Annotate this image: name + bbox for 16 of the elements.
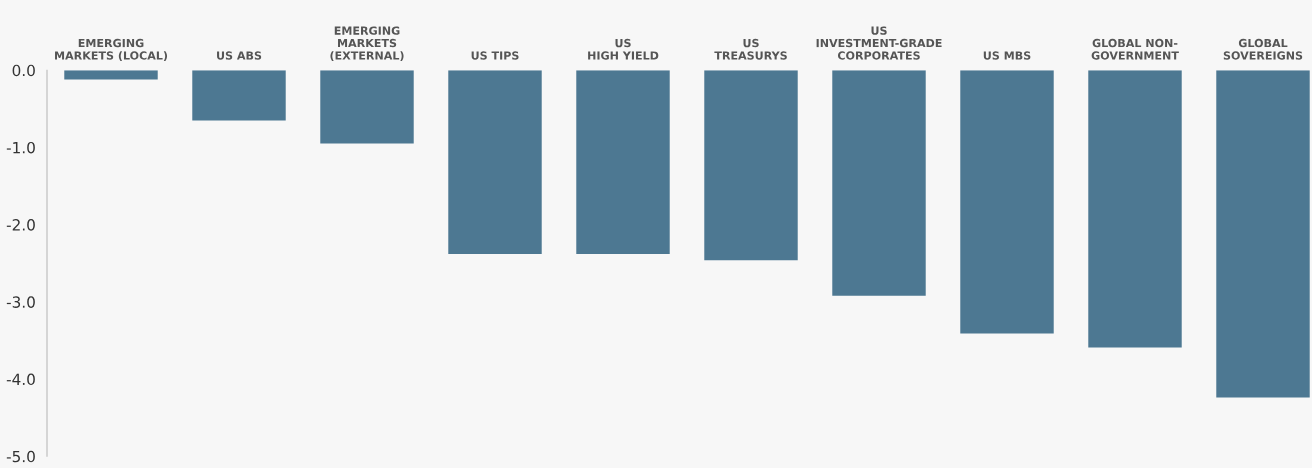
y-tick-label: -1.0 [6,141,35,154]
x-tick-label: GLOBAL NON- GOVERNMENT [1091,38,1179,60]
x-tick-label: US ABS [217,51,262,60]
x-tick-label: US INVESTMENT-GRADE CORPORATES [816,26,942,60]
x-tick-label: US HIGH YIELD [588,38,659,60]
x-tick-label: US TREASURYS [714,38,787,60]
x-tick-label: EMERGING MARKETS (LOCAL) [55,38,168,62]
x-tick-label: US MBS [983,51,1031,60]
y-tick-label: -2.0 [6,219,35,231]
y-tick-label: 0.0 [12,64,35,77]
y-tick-label: -3.0 [6,296,35,308]
y-tick-label: -4.0 [6,373,35,386]
x-tick-label: EMERGING MARKETS (EXTERNAL) [330,26,404,62]
x-tick-label: US TIPS [471,51,519,60]
x-tick-label: GLOBAL SOVEREIGNS [1223,38,1303,60]
y-tick-label: -5.0 [6,450,35,463]
